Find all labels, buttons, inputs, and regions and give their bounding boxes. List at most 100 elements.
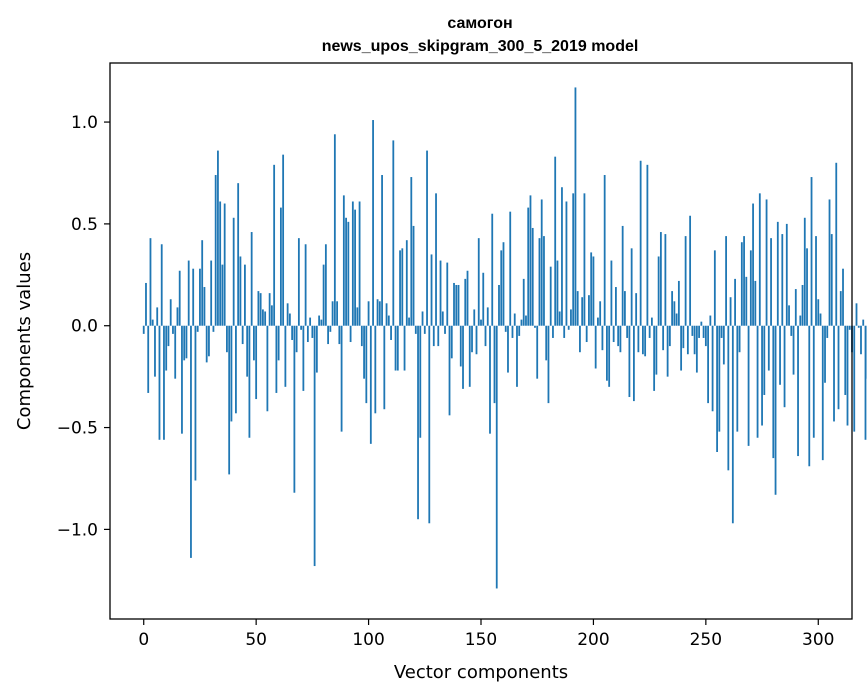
- x-axis-ticks: 0 50 100 150 200 250 300: [138, 619, 834, 650]
- bar: [221, 264, 224, 326]
- bar: [320, 319, 323, 326]
- bar: [608, 325, 611, 387]
- bar: [199, 268, 201, 326]
- bar: [819, 313, 822, 326]
- bar: [579, 325, 581, 353]
- x-tick-label: 300: [802, 630, 834, 650]
- bar: [349, 325, 352, 343]
- bar: [704, 325, 707, 347]
- bar: [235, 325, 237, 414]
- bar: [761, 325, 763, 426]
- bar: [259, 293, 262, 326]
- bar: [226, 325, 228, 353]
- bar: [309, 317, 312, 326]
- bar: [432, 325, 435, 347]
- bar: [567, 325, 570, 330]
- bar: [340, 325, 343, 432]
- bar: [835, 162, 838, 326]
- bar: [597, 317, 599, 326]
- bar: [626, 325, 629, 338]
- bar: [842, 268, 844, 326]
- bar: [387, 315, 390, 326]
- bar: [423, 325, 426, 334]
- bar: [437, 325, 440, 347]
- bar: [556, 260, 559, 326]
- bar: [655, 325, 658, 375]
- bar: [450, 325, 453, 359]
- bar: [603, 175, 606, 326]
- bar: [844, 325, 847, 395]
- bar: [293, 325, 296, 493]
- bar: [700, 321, 703, 326]
- bar: [279, 207, 282, 326]
- bar: [783, 325, 786, 408]
- bar: [576, 291, 579, 326]
- bar: [641, 325, 644, 355]
- bar: [698, 325, 700, 338]
- bar: [812, 325, 815, 438]
- bar: [446, 262, 449, 326]
- chart-title-line2: news_upos_skipgram_300_5_2019 model: [322, 38, 639, 55]
- bar: [516, 325, 518, 387]
- bar: [788, 305, 790, 326]
- bar: [747, 325, 750, 446]
- bar: [174, 325, 177, 379]
- bar: [581, 297, 584, 326]
- bar: [592, 256, 595, 326]
- bar: [426, 150, 428, 326]
- bar: [347, 221, 350, 326]
- bar: [630, 248, 633, 326]
- bar: [255, 325, 258, 400]
- bar: [684, 236, 687, 326]
- bar: [194, 325, 197, 481]
- bar: [268, 293, 271, 326]
- bar: [729, 297, 732, 326]
- bar: [547, 325, 550, 404]
- bar: [734, 278, 736, 326]
- bar: [262, 309, 264, 326]
- bar: [673, 301, 676, 326]
- bar: [489, 325, 491, 434]
- bar: [502, 242, 505, 326]
- bar: [417, 325, 419, 520]
- bar: [646, 164, 649, 326]
- bar: [716, 325, 718, 452]
- bar: [376, 299, 379, 326]
- bar: [520, 319, 523, 326]
- y-tick-label: −1.0: [57, 520, 98, 540]
- bar: [509, 211, 512, 326]
- bar: [403, 325, 406, 371]
- bar: [363, 325, 365, 379]
- bar: [731, 325, 734, 524]
- bar: [401, 248, 404, 326]
- bar: [457, 284, 460, 326]
- bar: [142, 325, 145, 334]
- bar: [480, 319, 482, 326]
- bar: [354, 209, 356, 326]
- bar: [183, 325, 186, 361]
- bar: [610, 260, 613, 326]
- bar: [659, 232, 662, 326]
- bar: [828, 199, 831, 326]
- bar: [853, 325, 856, 432]
- bar: [491, 213, 494, 326]
- bar: [441, 311, 444, 326]
- bar: [412, 225, 415, 326]
- bar: [315, 325, 318, 373]
- bar: [275, 325, 278, 393]
- bar: [322, 264, 325, 326]
- bar: [538, 238, 541, 326]
- bar: [273, 164, 276, 326]
- bar: [167, 325, 170, 347]
- bar: [702, 325, 705, 338]
- bar: [857, 325, 860, 328]
- bar: [302, 325, 305, 391]
- bar: [493, 325, 496, 404]
- bar: [394, 325, 397, 371]
- bar: [772, 325, 775, 459]
- bar: [214, 175, 217, 326]
- bar: [644, 325, 647, 357]
- bar: [821, 325, 824, 461]
- bar: [257, 291, 260, 326]
- bar: [545, 325, 548, 361]
